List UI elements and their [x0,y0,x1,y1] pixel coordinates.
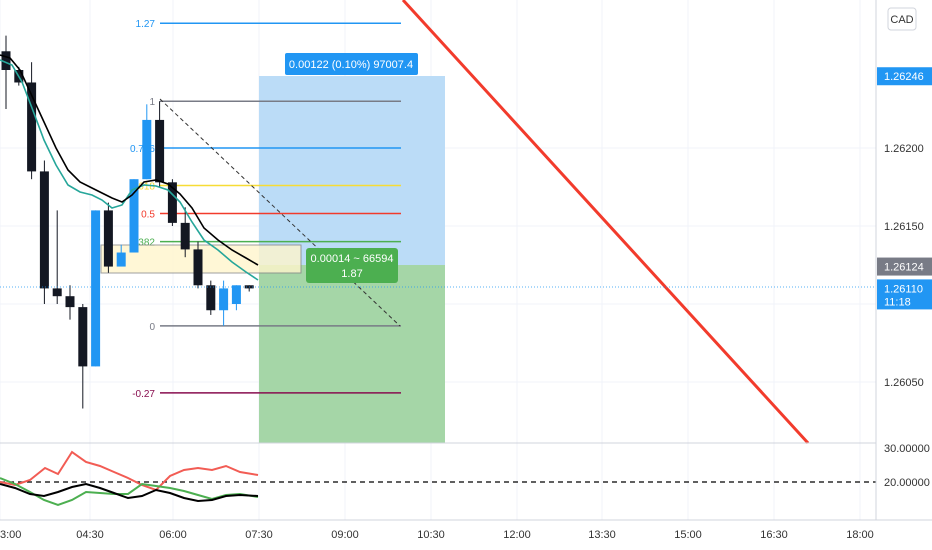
time-tick-label: 16:30 [760,529,788,541]
ema-slow-line [0,54,259,266]
price-tag-last [877,279,932,310]
time-tick-label: 07:30 [245,529,273,541]
currency-badge[interactable] [887,7,917,31]
candle-body [193,249,203,286]
candle-body [65,296,75,308]
indicator-line-a [0,450,259,492]
candle-body [91,210,101,367]
candle-body [78,307,88,367]
price-tag-label: 1.26124 [884,262,924,274]
price-tick-label: 1.26200 [884,143,924,155]
currency-label: CAD [890,14,913,26]
candle-body [27,82,37,172]
time-tick-label: 12:00 [503,529,531,541]
candle-body [219,288,229,311]
price-tag-label: 1.26110 [884,283,923,295]
candle-body [206,285,216,311]
indicator-top-label: 30.00000 [884,443,930,455]
time-tick-label: 09:00 [331,529,359,541]
red-trend-line[interactable] [401,0,810,445]
candle-body [1,51,11,70]
stop-zone[interactable] [259,265,445,443]
price-tag-pos [877,257,932,276]
price-tag-countdown: 11:18 [884,296,911,308]
target-label: 0.00122 (0.10%) 97007.4 [289,59,413,71]
fib-trend-line[interactable] [159,98,401,327]
ema-fast-line [0,59,259,281]
fib-level-label: 1 [149,97,155,108]
candle-body [155,119,165,183]
indicator-line-c [0,482,259,503]
candle-body [231,285,241,304]
price-tick-label: 1.26050 [884,377,924,389]
time-tick-label: 3:00 [0,529,21,541]
candle-body [142,119,152,180]
time-tick-label: 06:00 [159,529,187,541]
time-tick-label: 18:00 [846,529,874,541]
price-tick-label: 1.26150 [884,221,924,233]
candle-body [180,222,190,250]
time-tick-label: 04:30 [76,529,104,541]
target-zone[interactable] [259,76,445,265]
fib-level-label: 0.5 [141,210,155,221]
time-tick-label: 13:30 [588,529,616,541]
time-tick-label: 10:30 [417,529,445,541]
fib-level-label: 0 [149,322,155,333]
time-axis[interactable]: 3:00 04:30 06:00 07:30 09:00 10:30 12:00 13:30 1… [0,529,874,541]
time-tick-label: 15:00 [674,529,702,541]
candle-body [52,288,62,297]
candle-body [116,252,126,267]
price-scale[interactable]: 1.26200 1.26150 1.26050 [884,143,924,389]
candle-body [39,171,49,289]
candles [1,35,254,409]
stats-label-box [306,248,398,283]
target-label-box [285,53,418,75]
indicator-level-label: 20.00000 [884,477,930,489]
fib-level-label: -0.27 [132,389,155,400]
stats-line-2: 1.87 [341,268,362,280]
candle-body [103,210,113,267]
price-tag-label: 1.26246 [884,71,924,83]
candle-body [167,182,177,223]
stats-line-1: 0.00014 ~ 66594 [311,253,394,265]
price-tag-fib [877,67,932,86]
candle-body [129,179,139,253]
fib-level-label: 0.618 [130,181,155,192]
fib-level-label: 1.27 [136,19,156,30]
fib-level-label: 0.382 [130,238,155,249]
